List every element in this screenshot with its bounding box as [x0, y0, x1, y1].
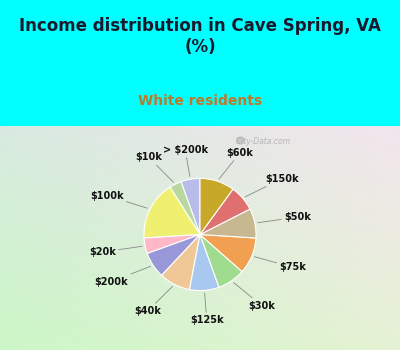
Wedge shape — [181, 178, 200, 234]
Text: $200k: $200k — [94, 266, 150, 287]
Wedge shape — [190, 234, 219, 290]
Wedge shape — [170, 182, 200, 234]
Text: $100k: $100k — [90, 190, 147, 208]
Text: $30k: $30k — [234, 282, 275, 310]
Wedge shape — [162, 234, 200, 289]
Wedge shape — [144, 234, 200, 253]
Wedge shape — [147, 234, 200, 275]
Text: Income distribution in Cave Spring, VA
(%): Income distribution in Cave Spring, VA (… — [19, 17, 381, 56]
Wedge shape — [200, 178, 233, 234]
Wedge shape — [144, 187, 200, 238]
Text: $60k: $60k — [219, 148, 254, 179]
Text: White residents: White residents — [138, 94, 262, 108]
Wedge shape — [200, 234, 242, 287]
Text: $150k: $150k — [245, 174, 299, 197]
Text: $75k: $75k — [254, 257, 306, 272]
Text: $40k: $40k — [134, 286, 172, 316]
Text: $50k: $50k — [258, 212, 311, 223]
Wedge shape — [200, 234, 256, 272]
Text: $125k: $125k — [190, 293, 224, 325]
Text: $20k: $20k — [89, 246, 142, 257]
Text: City-Data.com: City-Data.com — [231, 137, 290, 146]
Wedge shape — [200, 189, 250, 234]
Wedge shape — [200, 209, 256, 238]
Text: > $200k: > $200k — [163, 145, 208, 176]
Text: $10k: $10k — [135, 152, 173, 182]
